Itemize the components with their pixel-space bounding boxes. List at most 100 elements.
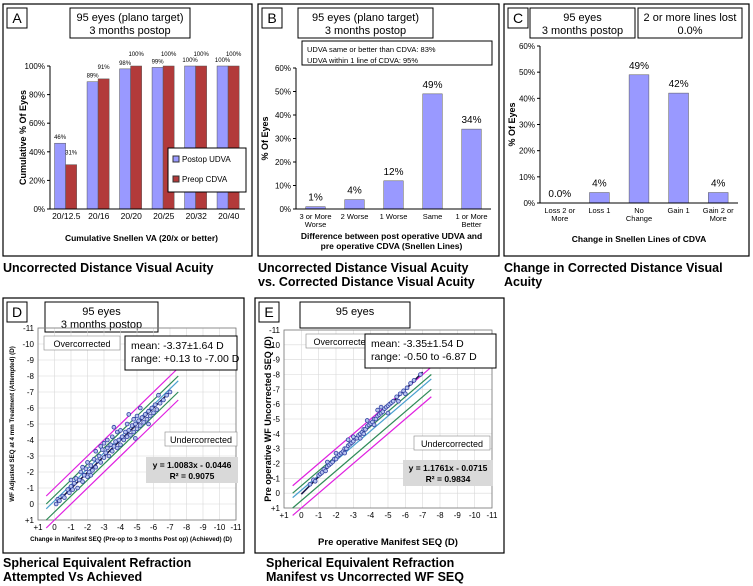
scatter-point	[101, 455, 107, 460]
header-text: 95 eyes (plano target)	[312, 12, 419, 24]
bar-data-label: 100%	[161, 52, 177, 58]
header-box-2	[637, 7, 743, 39]
legend-entry: Postop UDVA	[182, 155, 231, 164]
bar-data-label: 100%	[215, 58, 231, 64]
y-tick-label: 40%	[519, 94, 535, 103]
y-tick-label: -3	[273, 445, 281, 454]
y-tick-label: 20%	[519, 147, 535, 156]
scatter-point	[357, 435, 363, 441]
scatter-point	[342, 450, 347, 456]
y-axis-label: % Of Eyes	[507, 102, 517, 146]
scatter-point	[131, 429, 137, 435]
y-tick-label: 80%	[29, 91, 45, 100]
bar-a	[65, 164, 77, 210]
x-category-label: 1 or More	[455, 212, 487, 221]
stats-box	[364, 333, 497, 369]
panel-caption: Spherical Equivalent Refraction	[3, 556, 191, 570]
x-category-label: Better	[461, 220, 482, 229]
scatter-point	[146, 421, 151, 427]
header-text-2: 2 or more lines lost	[644, 12, 737, 24]
scatter-point	[114, 445, 120, 451]
bar-data-label: 31%	[65, 151, 78, 157]
y-tick-label: 10%	[275, 182, 291, 191]
x-category-label: More	[551, 214, 568, 223]
x-category-label: 20/16	[88, 211, 110, 221]
x-tick-label: -8	[436, 511, 444, 520]
scatter-point	[418, 372, 423, 377]
x-category-label: 20/32	[186, 211, 208, 221]
y-tick-label: -4	[27, 436, 35, 445]
scatter-point	[396, 398, 401, 404]
scatter-point	[390, 398, 396, 404]
bar-data-label: 0.0%	[548, 189, 571, 200]
scatter-point	[109, 434, 115, 440]
tolerance-line-plus-half-d	[45, 375, 179, 505]
bar-c	[589, 192, 610, 204]
y-tick-label: -3	[27, 452, 35, 461]
scatter-point	[98, 460, 103, 465]
note-box	[301, 40, 493, 66]
scatter-point	[126, 428, 132, 433]
note-text: UDVA same or better than CDVA: 83%	[307, 45, 436, 54]
scatter-point	[106, 453, 112, 459]
bar-data-label: 91%	[98, 65, 111, 71]
scatter-point	[408, 381, 413, 386]
y-tick-label: 60%	[275, 64, 291, 73]
scatter-point	[116, 437, 122, 443]
scatter-point	[144, 416, 150, 422]
legend-swatch	[172, 175, 180, 183]
bar-c	[708, 192, 729, 204]
equation-box	[403, 460, 493, 486]
panel-caption: vs. Corrected Distance Visual Acuity	[258, 275, 475, 289]
scatter-point	[75, 485, 80, 491]
scatter-point	[101, 440, 107, 446]
scatter-point	[67, 490, 72, 496]
scatter-point	[109, 448, 115, 454]
y-tick-label: 100%	[25, 62, 45, 71]
x-category-label: Change	[626, 214, 652, 223]
panel-frame	[503, 3, 750, 257]
scatter-point	[404, 385, 410, 391]
scatter-point	[105, 445, 110, 451]
bar-data-label: 89%	[87, 74, 100, 80]
x-tick-label: -6	[150, 523, 158, 532]
scatter-point	[121, 437, 127, 443]
x-tick-label: -11	[231, 523, 243, 532]
x-category-label: Loss 2 or	[544, 206, 575, 215]
plot-area-frame	[283, 329, 493, 509]
undercorrected-label: Undercorrected	[421, 439, 483, 449]
bar-data-label: 1%	[308, 193, 323, 204]
bar-data-label: 100%	[182, 58, 198, 64]
scatter-point	[138, 423, 143, 428]
scatter-point	[141, 420, 146, 425]
scatter-point	[397, 391, 403, 397]
y-axis-label: Cumulative % Of Eyes	[18, 90, 28, 185]
scatter-point	[57, 498, 62, 504]
bar-a	[119, 68, 131, 210]
y-axis-label: % Of Eyes	[260, 116, 270, 160]
panel-letter: D	[12, 304, 22, 320]
panel-letter-box	[258, 301, 280, 323]
scatter-point	[93, 464, 99, 470]
scatter-point	[325, 459, 330, 465]
scatter-point	[62, 495, 67, 500]
scatter-point	[146, 408, 151, 414]
panel-caption: Manifest vs Uncorrected WF SEQ	[266, 570, 464, 584]
tolerance-line-minus-1d	[45, 399, 179, 529]
x-tick-label: -7	[166, 523, 174, 532]
x-axis-label: Change in Snellen Lines of CDVA	[572, 234, 706, 244]
header-box	[529, 7, 636, 39]
scatter-point	[394, 394, 399, 400]
scatter-point	[364, 418, 370, 423]
panel-a: A 95 eyes (plano target)3 months postop 0%…	[2, 3, 253, 257]
header-text: 95 eyes	[82, 306, 121, 318]
bar-a	[86, 81, 99, 210]
y-tick-label: -7	[273, 385, 281, 394]
scatter-point	[111, 424, 117, 430]
plot-area-frame	[37, 327, 237, 521]
header-text-2: 0.0%	[677, 25, 702, 37]
x-tick-label: -2	[332, 511, 340, 520]
panel-letter: C	[513, 10, 523, 26]
equation-text: R² = 0.9834	[426, 474, 471, 484]
x-tick-label: -4	[367, 511, 375, 520]
